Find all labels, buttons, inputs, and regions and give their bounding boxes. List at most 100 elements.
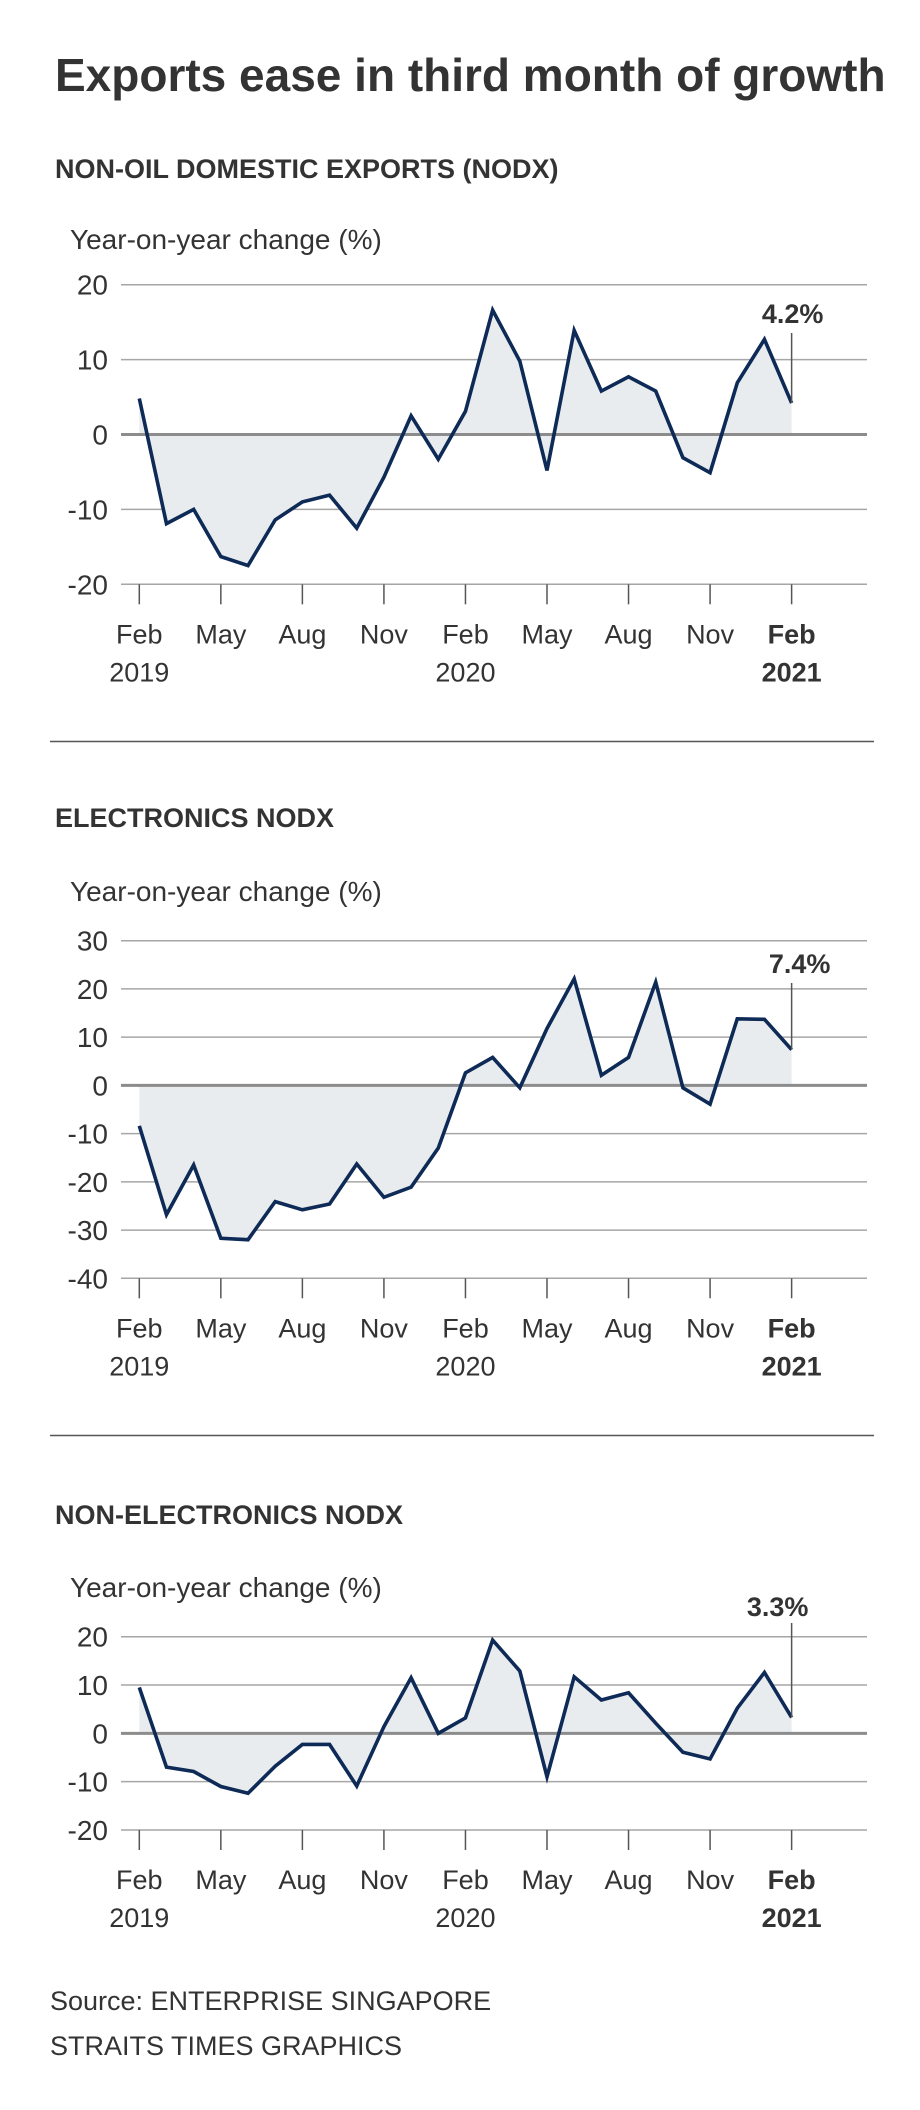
data-point xyxy=(491,308,495,312)
annotation-label: 7.4% xyxy=(769,949,831,979)
chart-nodx: NON-OIL DOMESTIC EXPORTS (NODX) Year-on-y… xyxy=(55,154,867,687)
y-tick-label: 10 xyxy=(77,1670,108,1701)
data-point xyxy=(436,1146,440,1150)
data-point xyxy=(300,1208,304,1212)
data-point xyxy=(164,1765,168,1769)
x-tick-label: Nov xyxy=(686,1313,735,1343)
data-point xyxy=(654,1721,658,1725)
data-point xyxy=(627,1055,631,1059)
y-tick-label: -20 xyxy=(68,569,108,600)
data-point xyxy=(762,1670,766,1674)
data-point xyxy=(164,1213,168,1217)
x-tick-label: Aug xyxy=(605,1313,653,1343)
data-point xyxy=(164,522,168,526)
data-point xyxy=(463,409,467,413)
chart-title: NON-ELECTRONICS NODX xyxy=(55,1500,403,1530)
y-tick-label: -10 xyxy=(68,1119,108,1150)
page-title: Exports ease in third month of growth xyxy=(55,49,886,101)
data-point xyxy=(192,507,196,511)
data-point xyxy=(219,1785,223,1789)
data-point xyxy=(518,1669,522,1673)
data-point xyxy=(572,977,576,981)
data-point xyxy=(735,1017,739,1021)
chart-non-electronics-nodx: NON-ELECTRONICS NODX Year-on-year change … xyxy=(55,1500,867,1933)
data-point xyxy=(708,1757,712,1761)
series-area xyxy=(139,978,792,1240)
x-tick-year-label: 2020 xyxy=(435,1351,495,1381)
series-line xyxy=(137,1636,794,1796)
x-tick-year-label: 2019 xyxy=(109,1351,169,1381)
data-point xyxy=(599,389,603,393)
x-tick-label: Feb xyxy=(116,1313,163,1343)
data-point xyxy=(355,1162,359,1166)
data-point xyxy=(382,475,386,479)
chart-electronics-nodx: ELECTRONICS NODX Year-on-year change (%) 3… xyxy=(55,803,867,1381)
data-point xyxy=(545,1026,549,1030)
y-tick-label: -10 xyxy=(68,494,108,525)
y-tick-label: 0 xyxy=(92,1718,108,1749)
data-point xyxy=(328,1202,332,1206)
data-point xyxy=(192,1163,196,1167)
y-tick-label: 20 xyxy=(77,974,108,1005)
chart-title: NON-OIL DOMESTIC EXPORTS (NODX) xyxy=(55,154,559,184)
data-point xyxy=(328,493,332,497)
data-point xyxy=(409,1676,413,1680)
y-tick-label: 10 xyxy=(77,345,108,376)
x-tick-year-label: 2021 xyxy=(762,1351,822,1381)
y-tick-label: -20 xyxy=(68,1815,108,1846)
x-tick-year-label: 2021 xyxy=(762,657,822,687)
data-point xyxy=(681,456,685,460)
y-tick-label: 0 xyxy=(92,1070,108,1101)
data-point xyxy=(491,1055,495,1059)
data-point xyxy=(518,359,522,363)
y-tick-label: -30 xyxy=(68,1215,108,1246)
data-point xyxy=(518,1086,522,1090)
data-point xyxy=(572,1675,576,1679)
data-point xyxy=(192,1770,196,1774)
data-point xyxy=(273,518,277,522)
x-tick-year-label: 2019 xyxy=(109,657,169,687)
data-point xyxy=(409,1185,413,1189)
x-tick-label: Feb xyxy=(116,619,163,649)
x-tick-label: Aug xyxy=(278,619,326,649)
data-point xyxy=(491,1638,495,1642)
data-point xyxy=(382,1725,386,1729)
annotation-label: 4.2% xyxy=(762,299,824,329)
data-point xyxy=(708,471,712,475)
y-tick-label: 20 xyxy=(77,1622,108,1653)
data-point xyxy=(219,555,223,559)
x-tick-label: Feb xyxy=(442,1313,489,1343)
y-tick-label: 20 xyxy=(77,270,108,301)
series-line xyxy=(137,305,794,568)
y-tick-label: -40 xyxy=(68,1263,108,1294)
data-point xyxy=(219,1236,223,1240)
data-point xyxy=(762,1017,766,1021)
data-point xyxy=(355,1784,359,1788)
data-point xyxy=(463,1716,467,1720)
data-point xyxy=(627,1691,631,1695)
x-tick-label: Feb xyxy=(768,1313,816,1343)
x-tick-label: Aug xyxy=(605,1865,653,1895)
x-tick-year-label: 2021 xyxy=(762,1903,822,1933)
data-point xyxy=(436,457,440,461)
y-tick-label: 0 xyxy=(92,420,108,451)
data-point xyxy=(246,1238,250,1242)
x-tick-year-label: 2019 xyxy=(109,1903,169,1933)
data-point xyxy=(355,526,359,530)
x-tick-label: Feb xyxy=(768,619,816,649)
x-tick-year-label: 2020 xyxy=(435,1903,495,1933)
data-point xyxy=(137,1124,141,1128)
x-tick-label: Nov xyxy=(360,619,409,649)
data-point xyxy=(545,468,549,472)
x-tick-label: Aug xyxy=(278,1313,326,1343)
data-point xyxy=(654,980,658,984)
data-point xyxy=(300,500,304,504)
data-point xyxy=(273,1764,277,1768)
data-point xyxy=(545,1775,549,1779)
x-tick-label: Nov xyxy=(686,1865,735,1895)
chart-title: ELECTRONICS NODX xyxy=(55,803,334,833)
x-tick-label: May xyxy=(521,619,573,649)
data-point xyxy=(681,1750,685,1754)
data-point xyxy=(137,1685,141,1689)
data-point xyxy=(735,381,739,385)
